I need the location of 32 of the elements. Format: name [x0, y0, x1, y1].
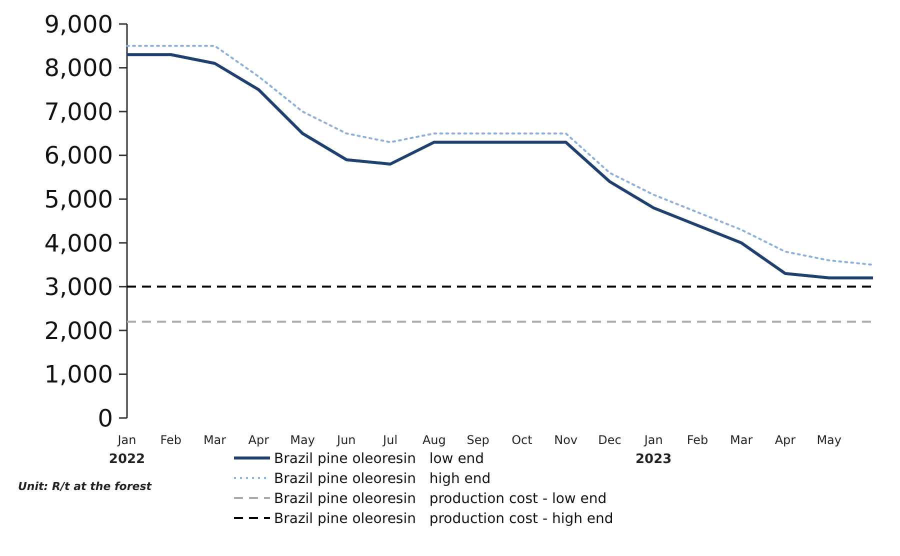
text: Unit: R/t at the forest: [18, 480, 152, 493]
y-tick-label: 2,000: [44, 316, 113, 345]
legend-label: Brazil pine oleoresin production cost - high end: [274, 510, 614, 527]
x-tick-label: May: [290, 433, 315, 447]
x-tick-label: Jan 2022: [108, 433, 146, 467]
x-tick-label: Apr: [248, 433, 270, 447]
y-tick-label: 5,000: [44, 186, 113, 214]
y-tick-label: 3,000: [44, 273, 113, 302]
x-tick-label: Jun: [336, 433, 356, 447]
x-tick-label: Oct: [512, 433, 533, 447]
legend-label: Brazil pine oleoresin high end: [274, 470, 491, 487]
x-tick-label: Feb: [686, 433, 708, 447]
x-tick-label: Jan 2023: [635, 433, 672, 467]
x-tick-label: Feb: [160, 433, 182, 447]
x-tick-label: Aug: [422, 433, 446, 447]
x-tick-label: Mar: [203, 433, 226, 447]
x-tick-label: Mar: [730, 433, 753, 447]
x-tick-label: Sep: [466, 433, 490, 447]
x-tick-label: Jul: [382, 433, 398, 447]
y-tick-label: 6,000: [44, 142, 113, 170]
x-tick-label: Nov: [554, 433, 578, 447]
legend-label: Brazil pine oleoresin low end: [274, 450, 484, 467]
y-tick-label: 4,000: [44, 229, 113, 258]
y-tick-label: 1,000: [44, 360, 113, 389]
x-tick-label: May: [816, 433, 842, 447]
x-tick-label: Apr: [774, 433, 796, 447]
y-tick-label: 0: [98, 404, 113, 432]
y-tick-label: 7,000: [44, 98, 113, 126]
legend-label: Brazil pine oleoresin production cost - low end: [274, 490, 607, 507]
y-tick-label: 8,000: [44, 54, 113, 82]
y-tick-label: 9,000: [44, 10, 113, 38]
x-tick-label: Dec: [598, 433, 622, 447]
